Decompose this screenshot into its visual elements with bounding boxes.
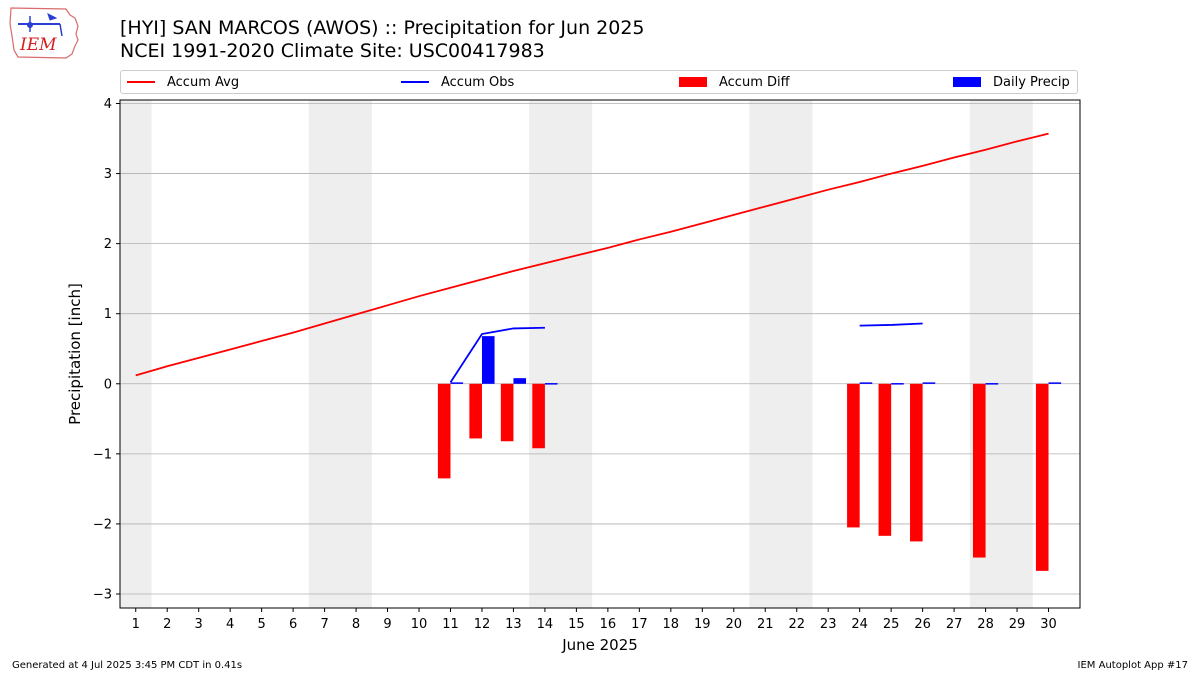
daily-precip-bar	[891, 383, 904, 385]
weekend-band	[529, 100, 593, 608]
y-tick-label: −1	[93, 447, 112, 462]
daily-precip-bar	[859, 382, 873, 384]
x-tick-label: 17	[631, 617, 648, 632]
accum-diff-bar	[910, 383, 923, 542]
accum-diff-bar	[1035, 383, 1049, 571]
x-tick-label: 29	[1009, 617, 1026, 632]
y-tick-label: 3	[104, 167, 112, 182]
x-tick-label: 16	[600, 617, 617, 632]
x-tick-label: 25	[883, 617, 900, 632]
x-tick-label: 4	[226, 617, 234, 632]
accum-avg-line	[135, 132, 1049, 377]
y-tick-label: 2	[104, 237, 112, 252]
x-tick-label: 5	[257, 617, 265, 632]
x-tick-label: 20	[725, 617, 742, 632]
accum-diff-bar	[847, 383, 860, 528]
daily-precip-bar	[922, 382, 936, 384]
chart-legend: Accum Avg Accum Obs Accum Diff Daily Pre…	[120, 70, 1078, 94]
x-tick-label: 10	[411, 617, 428, 632]
plot-frame	[119, 99, 1081, 609]
legend-item-accum-diff: Accum Diff	[679, 71, 790, 93]
accum-diff-bar	[878, 383, 892, 536]
accum-diff-bar	[972, 383, 986, 558]
legend-label-accum-avg: Accum Avg	[167, 74, 240, 90]
x-tick-label: 18	[663, 617, 680, 632]
legend-item-accum-obs: Accum Obs	[401, 71, 514, 93]
daily-precip-bar	[450, 382, 464, 384]
legend-label-accum-diff: Accum Diff	[719, 74, 790, 90]
x-tick-label: 27	[946, 617, 963, 632]
x-tick-label: 8	[352, 617, 360, 632]
y-tick-label: −2	[93, 517, 112, 532]
y-tick-label: −3	[93, 587, 112, 602]
accum-diff-bar	[500, 383, 514, 442]
legend-swatch-accum-avg	[127, 81, 155, 83]
y-tick-label: 0	[104, 377, 112, 392]
accum-obs-line	[859, 322, 923, 327]
daily-precip-bar	[1048, 382, 1062, 384]
legend-label-accum-obs: Accum Obs	[441, 74, 515, 90]
daily-precip-bar	[985, 383, 999, 385]
weekend-band	[308, 100, 372, 608]
legend-item-accum-avg: Accum Avg	[127, 71, 239, 93]
iem-logo: IEM	[9, 7, 79, 59]
plot-area	[120, 100, 1080, 608]
y-tick-label: 1	[104, 307, 112, 322]
daily-precip-bar	[544, 383, 558, 385]
x-tick-label: 1	[132, 617, 140, 632]
iowa-state-outline	[9, 7, 79, 59]
weekend-band	[120, 100, 152, 608]
weather-station-icon	[18, 13, 63, 37]
x-tick-label: 3	[195, 617, 203, 632]
accum-diff-bar	[532, 383, 545, 449]
x-tick-label: 11	[442, 617, 459, 632]
x-tick-label: 14	[537, 617, 554, 632]
daily-precip-bar	[481, 336, 495, 384]
legend-item-daily-precip: Daily Precip	[953, 71, 1070, 93]
logo-text: IEM	[19, 35, 57, 55]
footer-generated: Generated at 4 Jul 2025 3:45 PM CDT in 0…	[12, 660, 243, 671]
y-tick-label: 4	[104, 97, 112, 112]
x-tick-label: 22	[788, 617, 805, 632]
legend-swatch-accum-diff	[679, 77, 707, 87]
legend-swatch-daily-precip	[953, 77, 981, 87]
x-tick-label: 24	[851, 617, 868, 632]
x-tick-label: 6	[289, 617, 297, 632]
x-tick-label: 7	[320, 617, 328, 632]
x-tick-label: 21	[757, 617, 774, 632]
chart-subtitle: NCEI 1991-2020 Climate Site: USC00417983	[120, 40, 545, 62]
x-tick-label: 12	[474, 617, 491, 632]
x-tick-label: 23	[820, 617, 837, 632]
legend-swatch-accum-obs	[401, 81, 429, 83]
x-tick-label: 30	[1040, 617, 1057, 632]
accum-diff-bar	[437, 383, 451, 479]
accum-obs-line	[449, 326, 545, 383]
x-tick-label: 2	[163, 617, 171, 632]
daily-precip-bar	[513, 378, 527, 384]
weekend-band	[749, 100, 813, 608]
x-tick-label: 28	[977, 617, 994, 632]
chart-title: [HYI] SAN MARCOS (AWOS) :: Precipitation…	[120, 17, 645, 39]
legend-label-daily-precip: Daily Precip	[993, 74, 1070, 90]
accum-diff-bar	[469, 383, 482, 439]
x-tick-label: 15	[568, 617, 585, 632]
x-tick-label: 9	[383, 617, 391, 632]
x-tick-label: 13	[505, 617, 522, 632]
x-axis-label: June 2025	[561, 636, 638, 654]
y-axis-label: Precipitation [inch]	[66, 283, 84, 425]
x-tick-label: 26	[914, 617, 931, 632]
footer-app: IEM Autoplot App #17	[1077, 660, 1188, 671]
x-tick-label: 19	[694, 617, 711, 632]
